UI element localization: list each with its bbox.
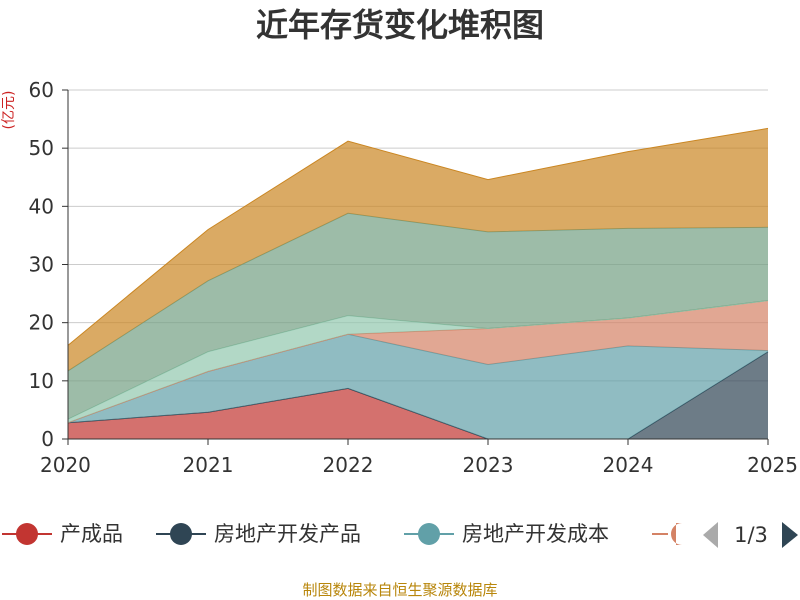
area-series-6[interactable] xyxy=(68,128,768,371)
stacked-areas xyxy=(67,127,769,440)
area-series-5[interactable] xyxy=(68,213,768,420)
legend-marker-2 xyxy=(418,523,440,545)
chart-title: 近年存货变化堆积图 xyxy=(256,6,544,44)
area-series-1[interactable] xyxy=(68,351,768,439)
x-axis-ticks: 2020 2021 2022 2023 2024 2025 xyxy=(40,439,798,477)
legend-marker-0 xyxy=(16,523,38,545)
y-tick-label-0: 0 xyxy=(41,427,54,451)
y-tick-label-3: 30 xyxy=(29,253,54,277)
x-tick-label-0: 2020 xyxy=(40,453,91,477)
area-series-line-6 xyxy=(67,127,769,346)
legend-item-2[interactable]: 房地产开发成本 xyxy=(404,522,609,546)
area-series-2[interactable] xyxy=(68,334,768,439)
x-tick-label-2: 2022 xyxy=(323,453,374,477)
area-series-3[interactable] xyxy=(68,300,768,423)
y-axis-ticks: 0 10 20 30 40 50 60 xyxy=(29,78,68,451)
legend-label-0: 产成品 xyxy=(60,522,123,546)
legend-item-0[interactable]: 产成品 xyxy=(2,522,123,546)
y-tick-label-5: 50 xyxy=(29,136,54,160)
y-tick-label-2: 20 xyxy=(29,311,54,335)
x-tick-label-4: 2024 xyxy=(603,453,654,477)
legend-marker-1 xyxy=(170,523,192,545)
data-source: 制图数据来自恒生聚源数据库 xyxy=(302,581,497,599)
x-tick-label-1: 2021 xyxy=(183,453,234,477)
y-axis-unit: (亿元) xyxy=(1,91,17,130)
legend-page-indicator: 1/3 xyxy=(734,523,768,547)
legend-label-1: 房地产开发产品 xyxy=(214,522,361,546)
y-tick-label-4: 40 xyxy=(29,194,54,218)
area-series-4[interactable] xyxy=(68,300,768,423)
legend-next-page-icon[interactable] xyxy=(782,522,798,548)
legend-label-2: 房地产开发成本 xyxy=(462,522,609,546)
x-tick-label-3: 2023 xyxy=(463,453,514,477)
legend: 产成品 房地产开发产品 房地产开发成本 1/3 xyxy=(2,522,798,548)
x-tick-label-5: 2025 xyxy=(747,453,798,477)
y-tick-label-6: 60 xyxy=(29,78,54,102)
legend-prev-page-icon[interactable] xyxy=(703,522,718,548)
legend-marker-3 xyxy=(671,523,682,545)
legend-item-3[interactable] xyxy=(652,523,682,545)
legend-item-1[interactable]: 房地产开发产品 xyxy=(156,522,361,546)
y-tick-label-1: 10 xyxy=(29,369,54,393)
